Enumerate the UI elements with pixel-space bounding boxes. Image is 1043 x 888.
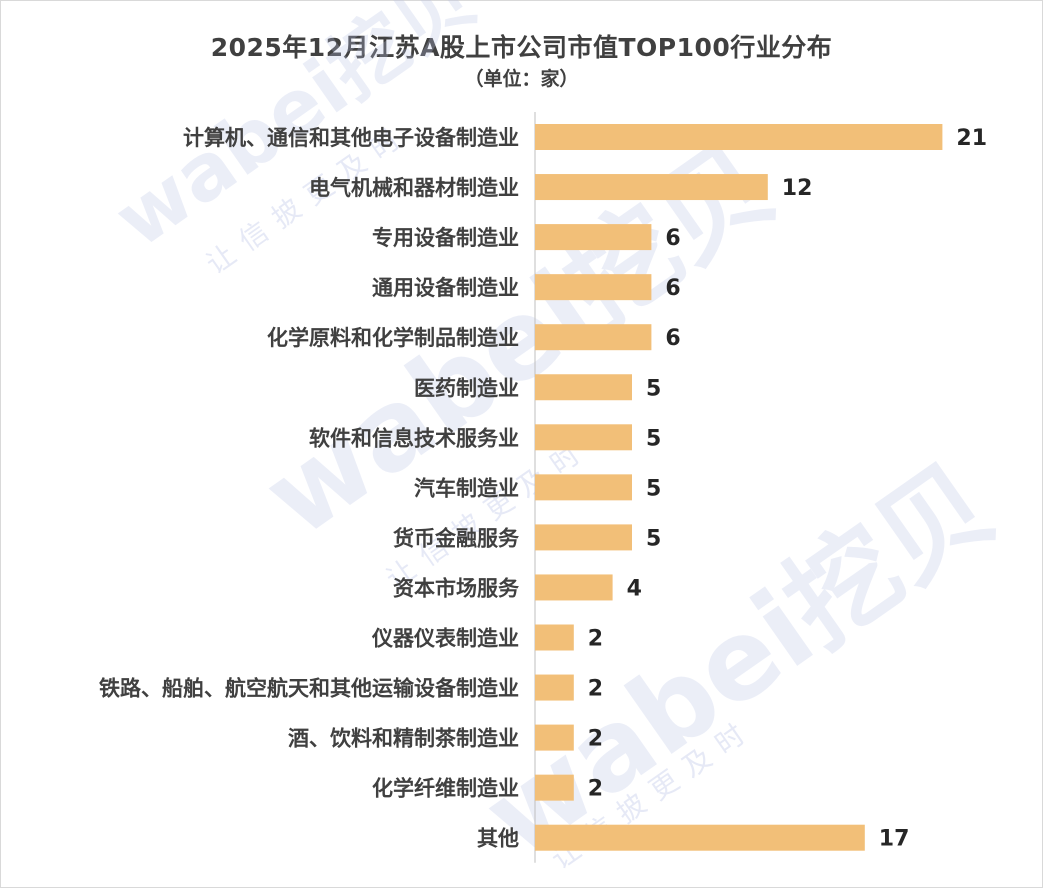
category-label: 资本市场服务 bbox=[393, 576, 520, 600]
category-label: 仪器仪表制造业 bbox=[371, 627, 519, 651]
category-label: 化学原料和化学制品制造业 bbox=[267, 326, 519, 350]
category-label: 汽车制造业 bbox=[414, 476, 519, 500]
watermark-brand: wabei挖贝 bbox=[461, 440, 1015, 881]
bar bbox=[535, 374, 632, 401]
data-label: 17 bbox=[879, 827, 910, 852]
bar bbox=[535, 574, 613, 601]
data-label: 4 bbox=[627, 576, 642, 601]
data-label: 5 bbox=[646, 526, 661, 551]
data-label: 6 bbox=[665, 326, 680, 351]
bar bbox=[535, 474, 632, 501]
category-label: 专用设备制造业 bbox=[372, 226, 519, 250]
data-label: 2 bbox=[588, 677, 603, 702]
bar bbox=[535, 324, 652, 351]
data-label: 2 bbox=[588, 727, 603, 752]
data-label: 5 bbox=[646, 476, 661, 501]
bar bbox=[535, 774, 574, 801]
chart-subtitle: （单位：家） bbox=[464, 68, 579, 90]
data-label: 12 bbox=[782, 176, 813, 201]
bar bbox=[535, 424, 632, 451]
category-label: 计算机、通信和其他电子设备制造业 bbox=[183, 126, 519, 150]
category-label: 其他 bbox=[477, 827, 519, 851]
data-label: 5 bbox=[646, 426, 661, 451]
bar bbox=[535, 224, 652, 251]
bar bbox=[535, 174, 768, 201]
bar bbox=[535, 624, 574, 651]
category-labels-group: 计算机、通信和其他电子设备制造业电气机械和器材制造业专用设备制造业通用设备制造业… bbox=[99, 126, 520, 851]
category-label: 铁路、船舶、航空航天和其他运输设备制造业 bbox=[99, 677, 519, 701]
data-label: 2 bbox=[588, 627, 603, 652]
data-label: 21 bbox=[956, 126, 987, 151]
category-label: 软件和信息技术服务业 bbox=[309, 426, 519, 450]
data-label: 6 bbox=[665, 276, 680, 301]
data-label: 5 bbox=[646, 376, 661, 401]
category-label: 电气机械和器材制造业 bbox=[309, 176, 519, 200]
category-label: 货币金融服务 bbox=[393, 526, 520, 550]
bar bbox=[535, 824, 865, 851]
category-label: 化学纤维制造业 bbox=[372, 777, 519, 801]
category-label: 医药制造业 bbox=[414, 376, 519, 400]
data-label: 6 bbox=[665, 226, 680, 251]
category-label: 酒、饮料和精制茶制造业 bbox=[288, 727, 519, 751]
category-label: 通用设备制造业 bbox=[372, 276, 519, 300]
bar bbox=[535, 674, 574, 701]
bar bbox=[535, 724, 574, 751]
chart-title: 2025年12月江苏A股上市公司市值TOP100行业分布 bbox=[210, 33, 833, 62]
bar bbox=[535, 524, 632, 551]
bars-group bbox=[535, 124, 943, 851]
bar bbox=[535, 124, 943, 150]
data-label: 2 bbox=[588, 777, 603, 802]
bar bbox=[535, 274, 652, 301]
